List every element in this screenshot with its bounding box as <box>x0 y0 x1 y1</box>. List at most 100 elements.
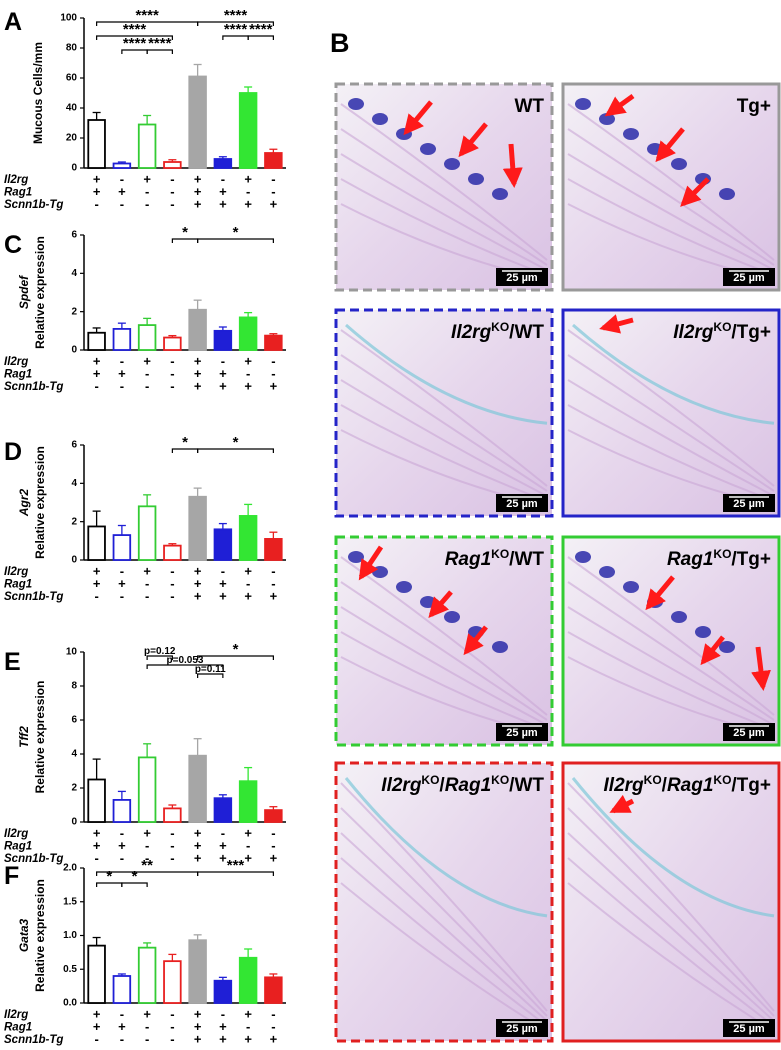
genotype-sign: - <box>246 184 250 199</box>
genotype-sign: + <box>270 1031 278 1046</box>
genotype-name: Il2rg <box>4 566 28 578</box>
significance-bracket <box>197 21 274 26</box>
mucous-stain <box>372 566 388 578</box>
y-tick-label: 0 <box>71 345 77 356</box>
title-part: /Tg+ <box>731 322 771 343</box>
bar <box>213 329 233 351</box>
genotype-name: Scnn1b-Tg <box>4 199 63 211</box>
bar <box>163 544 182 561</box>
bar <box>163 161 182 169</box>
title-part: KO <box>491 320 509 334</box>
genotype-sign: + <box>194 563 202 578</box>
error-bar <box>92 936 101 946</box>
genotype-sign: - <box>170 1006 174 1021</box>
significance-bracket <box>197 238 274 243</box>
genotype-sign: - <box>246 1019 250 1034</box>
bar <box>112 534 132 561</box>
genotype-sign: + <box>93 576 101 591</box>
title-part: KO <box>644 773 662 787</box>
y-tick-label: 0.5 <box>63 964 77 975</box>
error-bar <box>244 503 253 516</box>
bar <box>188 308 207 351</box>
tissue-fiber <box>340 581 548 721</box>
mucous-stain <box>695 626 711 638</box>
title-part: / <box>439 775 445 796</box>
y-axis-label: Mucous Cells/mm <box>31 42 45 144</box>
significance-bracket <box>197 871 274 876</box>
bar <box>137 324 157 351</box>
y-tick-label: 1.0 <box>63 930 77 941</box>
mucous-stain <box>420 143 436 155</box>
y-tick-label: 6 <box>71 440 77 451</box>
genotype-name: Scnn1b-Tg <box>4 853 63 865</box>
error-bar <box>143 114 152 125</box>
bar <box>87 944 106 1004</box>
genotype-name: Scnn1b-Tg <box>4 1034 63 1046</box>
significance-label: **** <box>148 35 172 52</box>
error-bar <box>117 790 126 800</box>
bar <box>137 756 157 823</box>
genotype-sign: - <box>170 825 174 840</box>
error-bar <box>92 758 101 780</box>
genotype-sign: - <box>221 171 225 186</box>
error-bar <box>168 334 177 338</box>
genotype-sign: - <box>120 1006 124 1021</box>
image-title: Il2rgKO/WT <box>451 320 544 343</box>
genotype-name: Rag1 <box>4 1022 32 1034</box>
tissue-background <box>563 537 779 745</box>
scale-bar-box <box>723 494 775 512</box>
genotype-sign: + <box>270 196 278 211</box>
scale-bar-box <box>496 723 548 741</box>
arrow <box>428 590 453 619</box>
y-tick-label: 6 <box>71 715 77 726</box>
genotype-sign: + <box>244 563 252 578</box>
mucous-stain <box>599 113 615 125</box>
arrow <box>502 143 523 188</box>
epithelium-edge <box>345 323 548 425</box>
genotype-sign: - <box>120 563 124 578</box>
genotype-sign: - <box>120 850 124 865</box>
bar <box>213 528 233 561</box>
scale-bar-box <box>496 494 548 512</box>
genotype-sign: + <box>194 366 202 381</box>
genotype-name: Rag1 <box>4 187 32 199</box>
title-part: /Tg+ <box>731 775 771 796</box>
genotype-sign: - <box>145 378 149 393</box>
y-tick-label: 1.5 <box>63 896 77 907</box>
genotype-sign: + <box>244 825 252 840</box>
genotype-sign: - <box>94 1031 98 1046</box>
genotype-sign: - <box>94 196 98 211</box>
genotype-sign: + <box>244 196 252 211</box>
genotype-sign: - <box>170 1031 174 1046</box>
image-title: Il2rgKO/Rag1KO/WT <box>381 773 544 796</box>
significance-label: p=0.053 <box>167 655 204 666</box>
genotype-sign: - <box>170 184 174 199</box>
panel-label: E <box>4 648 21 676</box>
title-part: KO <box>491 547 509 561</box>
genotype-sign: + <box>219 838 227 853</box>
error-bar <box>193 738 202 756</box>
bar <box>163 336 182 351</box>
tissue-fiber <box>340 631 548 731</box>
bar <box>137 505 157 561</box>
genotype-sign: + <box>244 1031 252 1046</box>
significance-bracket <box>197 448 274 453</box>
bar <box>112 162 132 169</box>
mucous-stain <box>348 551 364 563</box>
genotype-sign: + <box>244 171 252 186</box>
scale-bar-label: 25 µm <box>506 272 538 284</box>
error-bar <box>92 510 101 527</box>
genotype-name: Il2rg <box>4 356 28 368</box>
y-tick-label: 2 <box>71 516 77 527</box>
error-bar <box>218 156 227 159</box>
bar <box>213 797 233 823</box>
arrow <box>609 794 635 814</box>
genotype-sign: - <box>120 378 124 393</box>
tissue-fiber <box>340 807 548 1017</box>
tissue-fiber <box>567 354 775 492</box>
bar <box>264 152 283 169</box>
title-part: Il2rg <box>604 775 645 796</box>
error-bar <box>117 322 126 329</box>
significance-label: **** <box>224 21 248 38</box>
